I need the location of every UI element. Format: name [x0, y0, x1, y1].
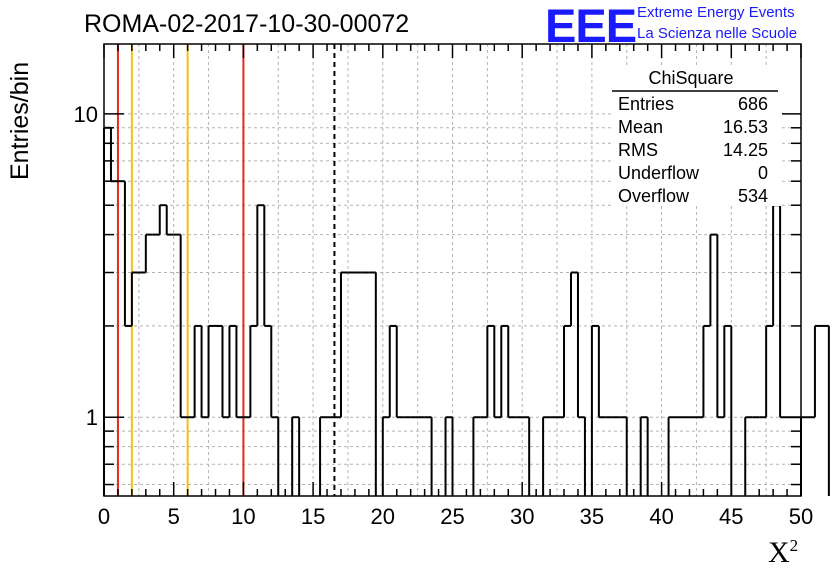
stats-value: 14.25 [723, 140, 768, 160]
stats-value: 16.53 [723, 117, 768, 137]
stats-label: Overflow [618, 186, 690, 206]
x-tick-label: 30 [510, 504, 534, 529]
x-tick-label: 15 [301, 504, 325, 529]
x-tick-label: 10 [231, 504, 255, 529]
x-tick-label: 45 [719, 504, 743, 529]
x-tick-label: 25 [440, 504, 464, 529]
x-tick-label: 0 [98, 504, 110, 529]
stats-label: Mean [618, 117, 663, 137]
stats-label: Entries [618, 94, 674, 114]
logo-line-2: La Scienza nelle Scuole [637, 25, 798, 42]
logo-line-1: Extreme Energy Events [637, 4, 795, 21]
stats-title: ChiSquare [648, 68, 733, 88]
x-axis-label: X2 [768, 536, 798, 570]
stats-value: 0 [758, 163, 768, 183]
x-tick-label: 40 [649, 504, 673, 529]
x-tick-label: 5 [168, 504, 180, 529]
x-axis-label-base: X [768, 536, 790, 569]
stats-label: RMS [618, 140, 658, 160]
stats-label: Underflow [618, 163, 700, 183]
y-tick-label: 1 [86, 405, 98, 430]
eee-logo: EEE [545, 0, 637, 52]
x-tick-label: 50 [789, 504, 813, 529]
x-tick-label: 20 [371, 504, 395, 529]
stats-value: 534 [738, 186, 768, 206]
stats-value: 686 [738, 94, 768, 114]
run-title: ROMA-02-2017-10-30-00072 [84, 10, 410, 38]
x-tick-label: 35 [580, 504, 604, 529]
x-axis-label-sup: 2 [789, 536, 799, 555]
y-tick-label: 10 [74, 102, 98, 127]
